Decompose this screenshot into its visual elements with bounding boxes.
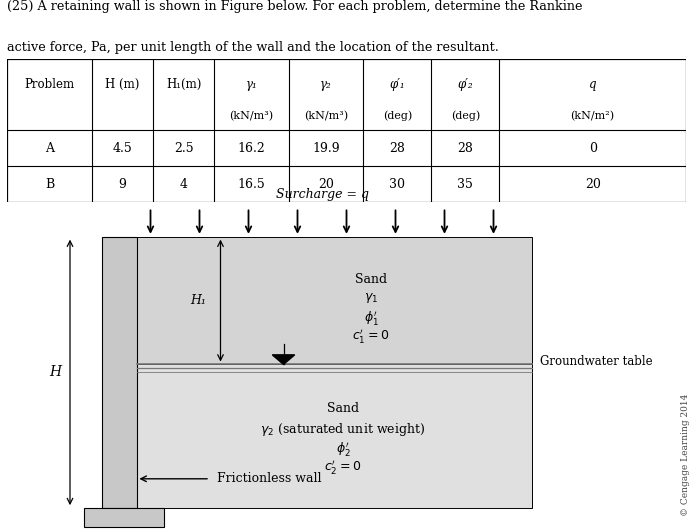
Text: 16.2: 16.2 [237, 142, 265, 155]
Text: 0: 0 [589, 142, 596, 155]
Text: A: A [45, 142, 54, 155]
Text: active force, Pa, per unit length of the wall and the location of the resultant.: active force, Pa, per unit length of the… [7, 41, 499, 54]
Text: 20: 20 [318, 178, 334, 190]
Text: Sand: Sand [327, 402, 359, 415]
Text: Problem: Problem [25, 78, 74, 91]
Text: (deg): (deg) [451, 111, 480, 121]
Text: φ′₂: φ′₂ [458, 78, 473, 91]
Polygon shape [272, 355, 295, 364]
Text: 28: 28 [389, 142, 405, 155]
Text: γ₁: γ₁ [246, 78, 258, 91]
Text: $\phi_2'$: $\phi_2'$ [335, 440, 351, 458]
Text: H₁: H₁ [190, 294, 206, 307]
Text: $\gamma_1$: $\gamma_1$ [364, 291, 378, 305]
Text: H (m): H (m) [105, 78, 139, 91]
Text: 9: 9 [118, 178, 127, 190]
Text: 20: 20 [584, 178, 601, 190]
Text: (kN/m²): (kN/m²) [570, 111, 615, 121]
Text: 2.5: 2.5 [174, 142, 193, 155]
Text: (25) A retaining wall is shown in Figure below. For each problem, determine the : (25) A retaining wall is shown in Figure… [7, 0, 582, 13]
Text: $c_2' = 0$: $c_2' = 0$ [324, 458, 362, 476]
Bar [84, 508, 164, 527]
Bar [102, 237, 136, 508]
Text: © Cengage Learning 2014: © Cengage Learning 2014 [680, 394, 690, 516]
Text: 4: 4 [179, 178, 188, 190]
Text: (kN/m³): (kN/m³) [230, 111, 274, 121]
Text: φ′₁: φ′₁ [390, 78, 405, 91]
Text: B: B [45, 178, 54, 190]
Text: 28: 28 [457, 142, 473, 155]
Text: Surcharge = q: Surcharge = q [276, 188, 368, 201]
Text: H: H [50, 365, 62, 379]
Text: 30: 30 [389, 178, 405, 190]
Text: Frictionless wall: Frictionless wall [217, 472, 321, 485]
Text: H₁(m): H₁(m) [166, 78, 201, 91]
Text: Groundwater table: Groundwater table [540, 355, 653, 368]
Text: $c_1' = 0$: $c_1' = 0$ [352, 327, 390, 345]
Text: 16.5: 16.5 [237, 178, 265, 190]
Text: 35: 35 [457, 178, 473, 190]
Text: (kN/m³): (kN/m³) [304, 111, 348, 121]
Text: q: q [589, 78, 596, 91]
Text: $\phi_1'$: $\phi_1'$ [363, 309, 379, 327]
Bar [136, 237, 532, 364]
Text: Sand: Sand [355, 273, 387, 286]
Bar [136, 364, 532, 508]
Text: 4.5: 4.5 [113, 142, 132, 155]
Text: $\gamma_2$ (saturated unit weight): $\gamma_2$ (saturated unit weight) [260, 421, 426, 438]
Text: 19.9: 19.9 [312, 142, 340, 155]
Text: (deg): (deg) [383, 111, 412, 121]
Text: γ₂: γ₂ [321, 78, 332, 91]
